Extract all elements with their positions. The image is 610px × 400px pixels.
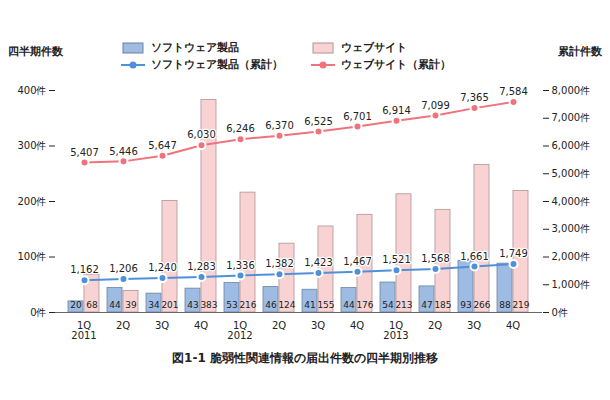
svg-text:1,283: 1,283 [187,261,216,272]
svg-text:41: 41 [304,300,315,310]
svg-text:7,584: 7,584 [499,86,528,97]
svg-text:1,521: 1,521 [382,254,411,265]
html-text:ソフトウェア製品: ソフトウェア製品 [151,41,239,54]
svg-text:2,000件: 2,000件 [552,251,591,262]
svg-text:1,568: 1,568 [421,253,450,264]
svg-text:6,914: 6,914 [382,105,411,116]
svg-text:1,661: 1,661 [460,251,489,262]
svg-text:6,701: 6,701 [343,111,372,122]
svg-text:6,000件: 6,000件 [552,140,591,151]
svg-text:124: 124 [278,300,295,310]
svg-text:400件: 400件 [17,85,46,96]
svg-text:6,030: 6,030 [187,129,216,140]
svg-text:5,000件: 5,000件 [552,168,591,179]
svg-text:185: 185 [434,300,451,310]
svg-text:6,246: 6,246 [226,123,255,134]
html-text:累計件数: 累計件数 [558,45,602,58]
svg-text:53: 53 [226,300,237,310]
svg-text:2Q: 2Q [116,320,130,331]
svg-text:1,162: 1,162 [70,264,99,275]
svg-text:2Q: 2Q [428,320,442,331]
svg-text:213: 213 [395,300,412,310]
svg-text:5,407: 5,407 [70,147,99,158]
svg-text:1,000件: 1,000件 [552,279,591,290]
svg-text:7,365: 7,365 [460,92,489,103]
svg-text:216: 216 [239,300,256,310]
svg-text:266: 266 [473,300,490,310]
svg-text:93: 93 [460,300,471,310]
svg-text:100件: 100件 [17,251,46,262]
svg-text:4Q: 4Q [506,320,520,331]
svg-text:3Q: 3Q [311,320,325,331]
svg-text:300件: 300件 [17,140,46,151]
svg-text:176: 176 [356,300,373,310]
svg-text:3Q: 3Q [155,320,169,331]
svg-text:1,467: 1,467 [343,256,372,267]
svg-text:4Q: 4Q [194,320,208,331]
svg-text:44: 44 [109,300,121,310]
svg-text:0件: 0件 [552,307,568,318]
svg-text:7,000件: 7,000件 [552,112,591,123]
svg-text:6,525: 6,525 [304,116,333,127]
svg-text:44: 44 [343,300,355,310]
svg-text:1Q2013: 1Q2013 [383,320,408,341]
svg-text:7,099: 7,099 [421,100,450,111]
svg-text:200件: 200件 [17,196,46,207]
svg-text:4Q: 4Q [350,320,364,331]
svg-text:4,000件: 4,000件 [552,196,591,207]
svg-text:54: 54 [382,300,394,310]
svg-text:68: 68 [86,300,98,310]
svg-text:6,370: 6,370 [265,120,294,131]
svg-text:1,749: 1,749 [499,248,528,259]
svg-text:1Q2012: 1Q2012 [227,320,252,341]
svg-text:219: 219 [512,300,529,310]
svg-text:5,647: 5,647 [148,140,177,151]
html-text:四半期件数: 四半期件数 [8,45,63,58]
svg-text:1,336: 1,336 [226,260,255,271]
svg-text:34: 34 [148,300,160,310]
svg-text:39: 39 [125,300,137,310]
html-text:ウェブサイト（累計）: ウェブサイト（累計） [341,58,451,71]
svg-text:155: 155 [317,300,334,310]
svg-text:1Q2011: 1Q2011 [71,320,96,341]
svg-text:43: 43 [187,300,198,310]
svg-text:46: 46 [265,300,277,310]
svg-text:3Q: 3Q [467,320,481,331]
svg-text:1,206: 1,206 [109,263,138,274]
svg-text:0件: 0件 [30,307,46,318]
svg-text:2Q: 2Q [272,320,286,331]
svg-text:1,240: 1,240 [148,262,177,273]
html-text:ソフトウェア製品（累計）: ソフトウェア製品（累計） [151,58,283,71]
svg-text:8,000件: 8,000件 [552,85,591,96]
svg-text:5,446: 5,446 [109,146,138,157]
svg-text:47: 47 [421,300,432,310]
svg-text:383: 383 [200,300,217,310]
svg-text:1,382: 1,382 [265,258,294,269]
svg-text:3,000件: 3,000件 [552,223,591,234]
html-text:図1-1 脆弱性関連情報の届出件数の四半期別推移: 図1-1 脆弱性関連情報の届出件数の四半期別推移 [172,351,438,365]
svg-text:201: 201 [161,300,178,310]
svg-text:20: 20 [70,300,82,310]
html-text:ウェブサイト: ウェブサイト [341,41,407,54]
svg-text:1,423: 1,423 [304,257,333,268]
svg-text:88: 88 [499,300,511,310]
